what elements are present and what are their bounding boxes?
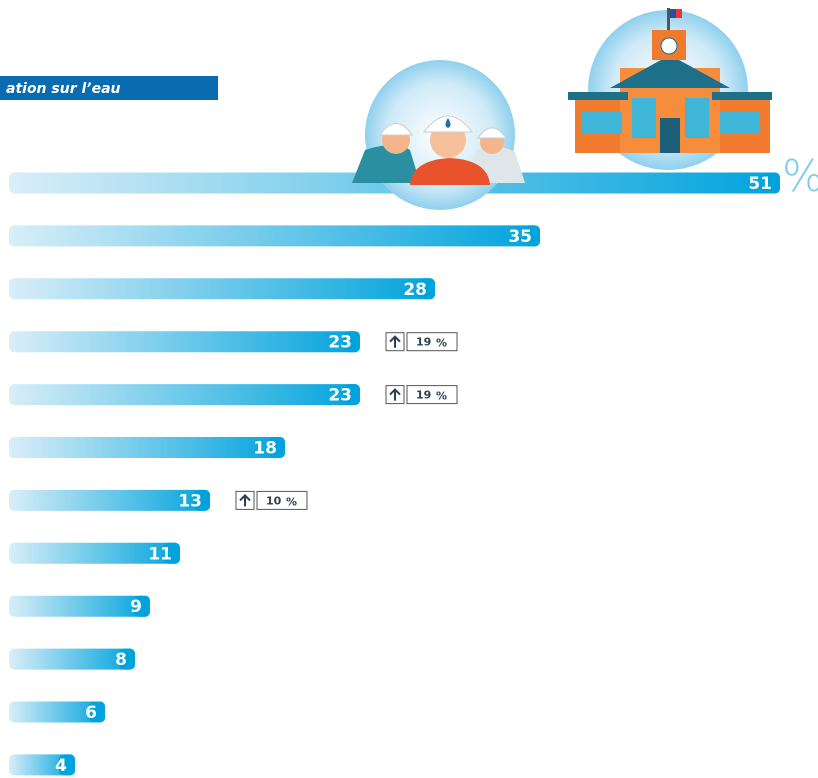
- badge-value-box: [406, 332, 458, 352]
- increase-badge: 19%: [385, 332, 458, 352]
- bar: [9, 489, 210, 511]
- bar-tip: [164, 542, 180, 564]
- bar: [9, 648, 135, 670]
- value-label: 8: [115, 650, 127, 670]
- bar-tip: [59, 754, 75, 776]
- increase-value: 10: [266, 494, 282, 507]
- bar-tip: [269, 437, 285, 458]
- bar: [9, 278, 435, 300]
- value-label: 11: [148, 544, 172, 564]
- increase-unit: %: [436, 390, 447, 403]
- increase-unit: %: [286, 495, 297, 508]
- bar-tip: [524, 225, 540, 247]
- value-label: 35: [508, 227, 532, 247]
- value-label: 4: [55, 756, 67, 776]
- increase-value: 19: [416, 389, 431, 402]
- badge-value-box: [256, 490, 308, 510]
- increase-value: 19: [416, 336, 431, 349]
- value-label: 9: [130, 597, 142, 617]
- workers-illustration: [352, 60, 525, 210]
- value-label: 23: [328, 333, 352, 353]
- chart-title: ation sur l’eau: [6, 81, 121, 97]
- bar: [9, 384, 360, 406]
- badge-arrow: [389, 388, 401, 401]
- bar-tip: [344, 331, 360, 353]
- bar: [9, 437, 285, 458]
- badge-value-box: [406, 385, 458, 405]
- increase-badge: 10%: [235, 490, 308, 510]
- bar: [9, 331, 360, 353]
- title-banner: [0, 76, 218, 100]
- value-label: 23: [328, 386, 352, 406]
- school-illustration: [568, 8, 772, 170]
- bar: [9, 754, 75, 776]
- increase-unit: %: [436, 337, 447, 350]
- badge-arrow: [239, 493, 251, 507]
- bar-tip: [119, 648, 135, 670]
- value-label: 51: [748, 174, 772, 194]
- value-label: 6: [85, 703, 97, 723]
- bar-tip: [89, 701, 105, 723]
- value-label: 18: [253, 439, 277, 459]
- bar-tip: [419, 278, 435, 300]
- bar-tip: [344, 384, 360, 406]
- value-label: 28: [403, 280, 427, 300]
- badge-arrow: [389, 335, 401, 348]
- bar: [9, 542, 180, 564]
- increase-badge: 19%: [385, 385, 458, 405]
- bar: [9, 225, 540, 247]
- bar: [9, 595, 150, 617]
- bar-tip: [764, 172, 780, 194]
- value-label: 13: [178, 491, 202, 511]
- bar-tip: [134, 595, 150, 617]
- unit-label: %: [782, 151, 818, 202]
- bar-tip: [194, 489, 210, 511]
- bar: [9, 701, 105, 723]
- bars: 51 35 28 23 19 % 23 19 % 18 13 10 % 11 9 8 6 4: [9, 172, 780, 776]
